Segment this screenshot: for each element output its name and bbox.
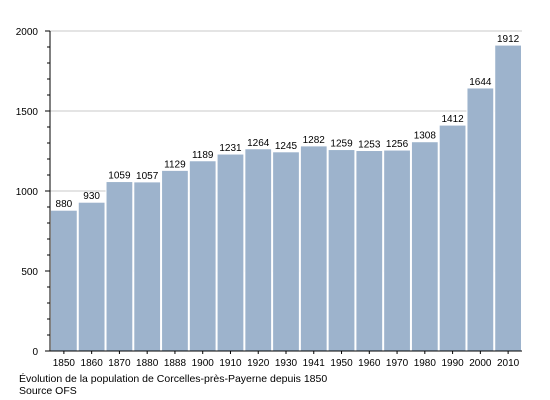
data-label: 930 [83, 191, 100, 202]
x-tick-label: 2010 [497, 358, 520, 369]
data-label: 1129 [164, 159, 186, 170]
data-label: 1259 [330, 139, 353, 150]
bar [188, 160, 217, 352]
x-tick-label: 1930 [275, 358, 298, 369]
bar [383, 149, 411, 352]
data-label: 1231 [219, 143, 242, 154]
y-tick-label: 2000 [16, 27, 39, 38]
bar [50, 209, 78, 352]
bar [244, 148, 273, 352]
x-tick-label: 1850 [53, 358, 76, 369]
bar [355, 150, 384, 352]
y-tick-label: 0 [32, 347, 38, 358]
bar [299, 145, 328, 352]
bar [133, 181, 162, 352]
bar [466, 87, 495, 352]
data-label: 1912 [497, 34, 520, 45]
x-tick-label: 1990 [441, 358, 464, 369]
x-tick-label: 1910 [219, 358, 242, 369]
bar [327, 149, 356, 352]
bar [77, 201, 106, 352]
bar [272, 151, 300, 352]
bar [216, 153, 245, 352]
data-label: 1245 [275, 141, 298, 152]
x-tick-label: 1960 [358, 358, 381, 369]
data-label: 1253 [358, 140, 381, 151]
x-tick-label: 1880 [136, 358, 159, 369]
y-axis: 0 500 1000 1500 2000 [16, 27, 51, 358]
x-tick-label: 1970 [386, 358, 409, 369]
x-tick-label: 1941 [303, 358, 326, 369]
data-label: 1282 [303, 135, 326, 146]
bar [410, 141, 439, 352]
x-tick-label: 1980 [414, 358, 437, 369]
x-tick-label: 1888 [164, 358, 187, 369]
bar [105, 181, 134, 352]
data-label: 1256 [386, 139, 409, 150]
data-label: 1057 [136, 171, 159, 182]
caption-title: Évolution de la population de Corcelles-… [19, 373, 328, 385]
x-tick-label: 1920 [247, 358, 270, 369]
bar [161, 169, 189, 352]
y-tick-label: 1000 [16, 187, 39, 198]
bar [494, 44, 522, 352]
x-tick-label: 1870 [108, 358, 131, 369]
y-tick-label: 1500 [16, 107, 39, 118]
data-label: 1059 [108, 171, 131, 182]
data-label: 1189 [192, 150, 214, 161]
data-label: 1644 [469, 77, 492, 88]
bar [438, 124, 467, 352]
data-label: 1412 [441, 114, 464, 125]
x-tick-label: 1950 [330, 358, 353, 369]
bars [50, 44, 522, 352]
data-labels: 880 930 1059 1057 1129 1189 1231 1264 1245 1282 12… [56, 34, 520, 210]
x-tick-label: 1900 [192, 358, 215, 369]
caption-source: Source OFS [19, 385, 77, 397]
x-axis: 1850 1860 1870 1880 1888 1900 1910 1920 1930 1941… [50, 350, 522, 369]
y-tick-label: 500 [21, 267, 38, 278]
x-tick-label: 2000 [469, 358, 492, 369]
data-label: 1308 [414, 131, 437, 142]
data-label: 880 [56, 199, 73, 210]
x-tick-label: 1860 [81, 358, 104, 369]
data-label: 1264 [247, 138, 270, 149]
